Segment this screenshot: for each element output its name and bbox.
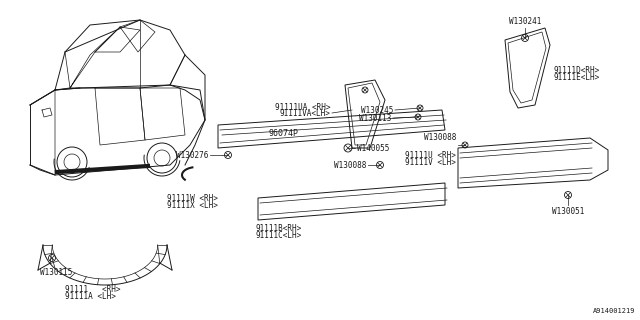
Text: A914001219: A914001219 <box>593 308 635 314</box>
Text: 91111D<RH>: 91111D<RH> <box>553 66 599 75</box>
Polygon shape <box>30 85 205 175</box>
Text: 91111UA <RH>: 91111UA <RH> <box>275 103 330 112</box>
Text: W130051: W130051 <box>552 207 584 216</box>
Text: W130088: W130088 <box>333 161 366 170</box>
Text: W130245: W130245 <box>360 106 393 115</box>
Text: 91111U <RH>: 91111U <RH> <box>405 150 456 159</box>
Text: 91111   <RH>: 91111 <RH> <box>65 285 120 294</box>
Text: W130113: W130113 <box>358 114 391 123</box>
Text: W130088: W130088 <box>424 133 456 142</box>
Text: W130276: W130276 <box>175 150 208 159</box>
Text: W140055: W140055 <box>357 143 389 153</box>
Text: 91111E<LH>: 91111E<LH> <box>553 73 599 82</box>
Text: 91111V <LH>: 91111V <LH> <box>405 157 456 166</box>
Text: 91111A <LH>: 91111A <LH> <box>65 292 116 301</box>
Text: 91111B<RH>: 91111B<RH> <box>255 224 301 233</box>
Circle shape <box>57 147 87 177</box>
Text: 96074P: 96074P <box>268 129 298 138</box>
Text: W130115: W130115 <box>40 268 72 277</box>
Text: 91111VA<LH>: 91111VA<LH> <box>279 109 330 118</box>
Circle shape <box>147 143 177 173</box>
Text: W130241: W130241 <box>509 17 541 26</box>
Text: 91111X <LH>: 91111X <LH> <box>167 201 218 210</box>
Text: 91111W <RH>: 91111W <RH> <box>167 194 218 203</box>
Text: 91111C<LH>: 91111C<LH> <box>255 231 301 240</box>
